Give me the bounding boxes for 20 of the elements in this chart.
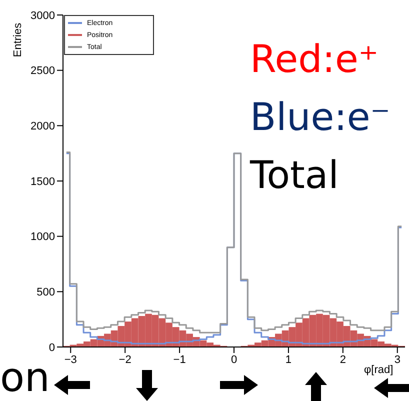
y-tick-label: 1500 <box>30 176 55 188</box>
x-tick-label: 3 <box>394 354 400 366</box>
x-tick-label: −2 <box>118 354 132 366</box>
y-tick-label: 2000 <box>30 120 55 133</box>
y-axis-title: Entries <box>12 22 24 58</box>
y-tick-label: 3000 <box>30 10 55 22</box>
annotation: Red:e⁺ <box>250 37 378 81</box>
y-tick-label: 1000 <box>30 231 55 244</box>
annotation: Total <box>250 153 339 197</box>
x-tick-label: 1 <box>285 354 292 366</box>
y-tick-label: 0 <box>48 342 55 354</box>
x-tick-label: 2 <box>340 354 346 366</box>
annotation: Blue:e⁻ <box>250 95 390 139</box>
x-tick-label: −3 <box>64 354 77 366</box>
x-axis-title: φ[rad] <box>364 364 394 376</box>
y-tick-label: 2500 <box>30 65 55 78</box>
x-tick-label: 0 <box>230 354 238 366</box>
text: on <box>0 355 50 401</box>
y-tick-label: 500 <box>36 286 55 299</box>
x-tick-label: −1 <box>173 354 186 366</box>
